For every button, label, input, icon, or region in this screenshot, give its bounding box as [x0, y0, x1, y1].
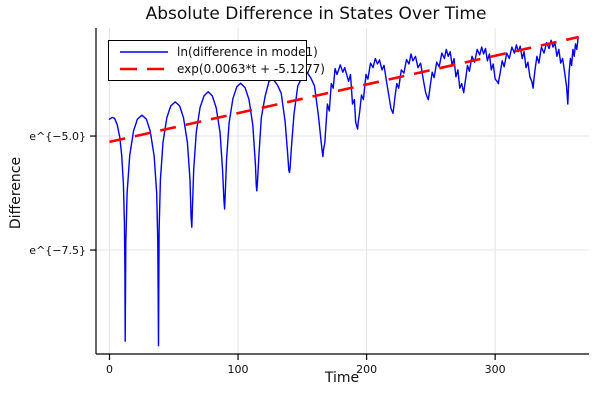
y-axis-label: Difference	[8, 156, 24, 230]
legend-dashed-line-icon	[120, 67, 168, 70]
x-tick-label: 0	[106, 363, 113, 376]
tick-marks	[90, 135, 496, 360]
legend-label-series1: ln(difference in mode1)	[177, 44, 318, 59]
legend-entry-series1: ln(difference in mode1)	[117, 43, 318, 60]
legend-label-series2: exp(0.0063*t + -5.1277)	[177, 61, 325, 76]
legend-solid-line-icon	[120, 50, 168, 53]
x-tick-label: 200	[356, 363, 377, 376]
axis-spines	[95, 28, 589, 355]
y-tick-label: e^{−5.0}	[29, 130, 86, 143]
difference-series-line	[108, 37, 579, 347]
legend-entry-series2: exp(0.0063*t + -5.1277)	[117, 60, 325, 77]
x-axis-label: Time	[324, 370, 360, 386]
gridlines	[96, 28, 589, 354]
legend: ln(difference in mode1) exp(0.0063*t + -…	[108, 40, 325, 81]
chart-title: Absolute Difference in States Over Time	[145, 4, 487, 24]
x-tick-label: 100	[228, 363, 249, 376]
y-tick-label: e^{−7.5}	[29, 244, 86, 257]
x-tick-label: 300	[485, 363, 506, 376]
fit-series-line	[109, 35, 579, 144]
tick-labels: 0 100 200 300 e^{−5.0} e^{−7.5}	[29, 130, 505, 376]
